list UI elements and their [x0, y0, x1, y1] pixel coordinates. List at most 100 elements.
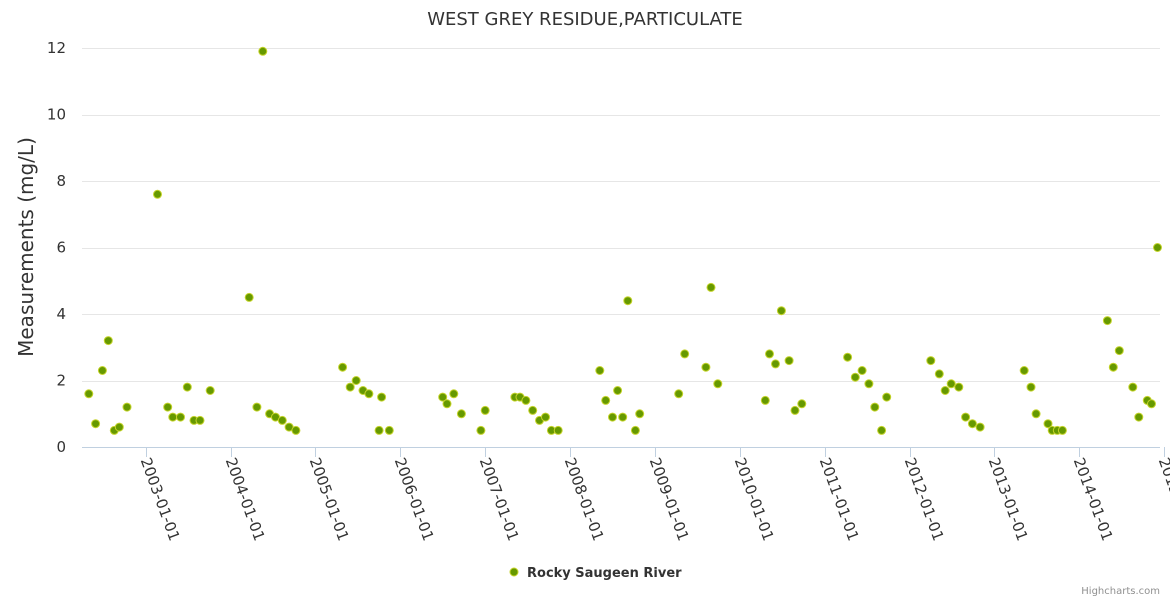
y-tick-label: 12 — [47, 39, 66, 57]
data-point[interactable] — [377, 392, 387, 402]
y-tick-label: 6 — [56, 239, 66, 257]
data-point[interactable] — [940, 386, 950, 395]
data-point[interactable] — [153, 189, 162, 199]
data-point[interactable] — [291, 425, 301, 435]
data-point[interactable] — [760, 395, 770, 405]
data-point[interactable] — [364, 389, 374, 399]
data-point[interactable] — [630, 425, 640, 435]
data-point[interactable] — [1114, 346, 1124, 356]
data-point[interactable] — [176, 412, 185, 422]
data-point[interactable] — [1043, 419, 1053, 429]
data-point[interactable] — [882, 392, 892, 402]
data-point[interactable] — [528, 405, 538, 415]
grid-layer — [82, 48, 1160, 448]
data-point[interactable] — [857, 366, 867, 375]
data-point[interactable] — [771, 359, 780, 369]
data-point[interactable] — [877, 425, 887, 435]
data-point[interactable] — [163, 402, 173, 412]
data-point[interactable] — [521, 395, 531, 405]
data-point[interactable] — [1153, 243, 1162, 252]
data-point[interactable] — [608, 412, 617, 422]
data-point[interactable] — [680, 349, 690, 359]
data-point[interactable] — [797, 399, 807, 409]
y-tick-label: 0 — [56, 438, 66, 456]
data-point[interactable] — [91, 419, 101, 429]
data-point[interactable] — [168, 412, 178, 422]
data-point[interactable] — [277, 415, 287, 425]
chart-title: WEST GREY RESIDUE,PARTICULATE — [427, 9, 743, 30]
legend[interactable]: Rocky Saugeen River — [509, 566, 682, 581]
data-point[interactable] — [205, 386, 215, 395]
data-point[interactable] — [613, 386, 623, 395]
data-point[interactable] — [541, 412, 550, 422]
data-point[interactable] — [1019, 366, 1029, 375]
data-point[interactable] — [765, 349, 774, 359]
data-point[interactable] — [1031, 409, 1041, 419]
y-axis-label: Measurements (mg/L) — [14, 137, 38, 357]
data-point[interactable] — [850, 372, 860, 382]
data-point[interactable] — [784, 356, 794, 366]
data-point[interactable] — [635, 409, 645, 419]
data-point[interactable] — [1026, 382, 1036, 392]
data-point[interactable] — [374, 425, 384, 435]
data-point[interactable] — [122, 402, 132, 412]
data-point[interactable] — [244, 292, 254, 302]
data-point[interactable] — [864, 379, 874, 389]
credits-link[interactable]: Highcharts.com — [1081, 586, 1160, 597]
data-point[interactable] — [384, 425, 394, 435]
data-point[interactable] — [701, 362, 711, 372]
data-point[interactable] — [954, 382, 964, 392]
data-point[interactable] — [706, 282, 716, 292]
data-point[interactable] — [553, 425, 563, 435]
data-point[interactable] — [438, 392, 448, 402]
y-tick-label: 2 — [56, 372, 66, 390]
data-point[interactable] — [674, 389, 684, 399]
data-point[interactable] — [252, 402, 262, 412]
data-point[interactable] — [258, 46, 268, 56]
data-point[interactable] — [456, 409, 466, 419]
data-point[interactable] — [926, 356, 936, 366]
data-point[interactable] — [182, 382, 192, 392]
data-point[interactable] — [843, 352, 853, 362]
data-point[interactable] — [338, 362, 348, 372]
data-point[interactable] — [442, 399, 452, 409]
legend-label[interactable]: Rocky Saugeen River — [527, 566, 682, 581]
y-tick-label: 8 — [56, 172, 66, 190]
data-point[interactable] — [1108, 362, 1118, 372]
data-point[interactable] — [114, 422, 124, 432]
data-point[interactable] — [1102, 316, 1112, 326]
data-point[interactable] — [618, 412, 628, 422]
legend-marker-icon[interactable] — [509, 567, 519, 577]
data-point[interactable] — [946, 379, 956, 389]
data-point[interactable] — [967, 419, 977, 429]
data-point[interactable] — [476, 425, 486, 435]
data-point[interactable] — [1057, 425, 1067, 435]
data-point[interactable] — [870, 402, 880, 412]
data-point[interactable] — [480, 405, 490, 415]
data-point[interactable] — [961, 412, 971, 422]
data-point[interactable] — [97, 366, 107, 375]
data-point[interactable] — [601, 395, 611, 405]
data-point[interactable] — [1128, 382, 1138, 392]
data-point[interactable] — [934, 369, 944, 379]
data-point[interactable] — [345, 382, 355, 392]
data-point[interactable] — [195, 415, 205, 425]
data-point[interactable] — [449, 389, 459, 399]
y-tick-label: 4 — [56, 305, 66, 323]
y-tick-label: 10 — [47, 106, 66, 124]
data-point[interactable] — [103, 336, 113, 346]
data-point[interactable] — [1147, 399, 1156, 409]
data-point[interactable] — [351, 376, 361, 385]
data-point[interactable] — [776, 306, 786, 316]
data-point[interactable] — [623, 296, 633, 306]
data-point[interactable] — [1134, 412, 1144, 422]
data-point[interactable] — [595, 366, 605, 375]
data-point[interactable] — [84, 389, 94, 399]
data-point[interactable] — [713, 379, 723, 389]
data-point[interactable] — [790, 405, 800, 415]
points-layer[interactable] — [84, 46, 1162, 435]
data-point[interactable] — [975, 422, 985, 432]
